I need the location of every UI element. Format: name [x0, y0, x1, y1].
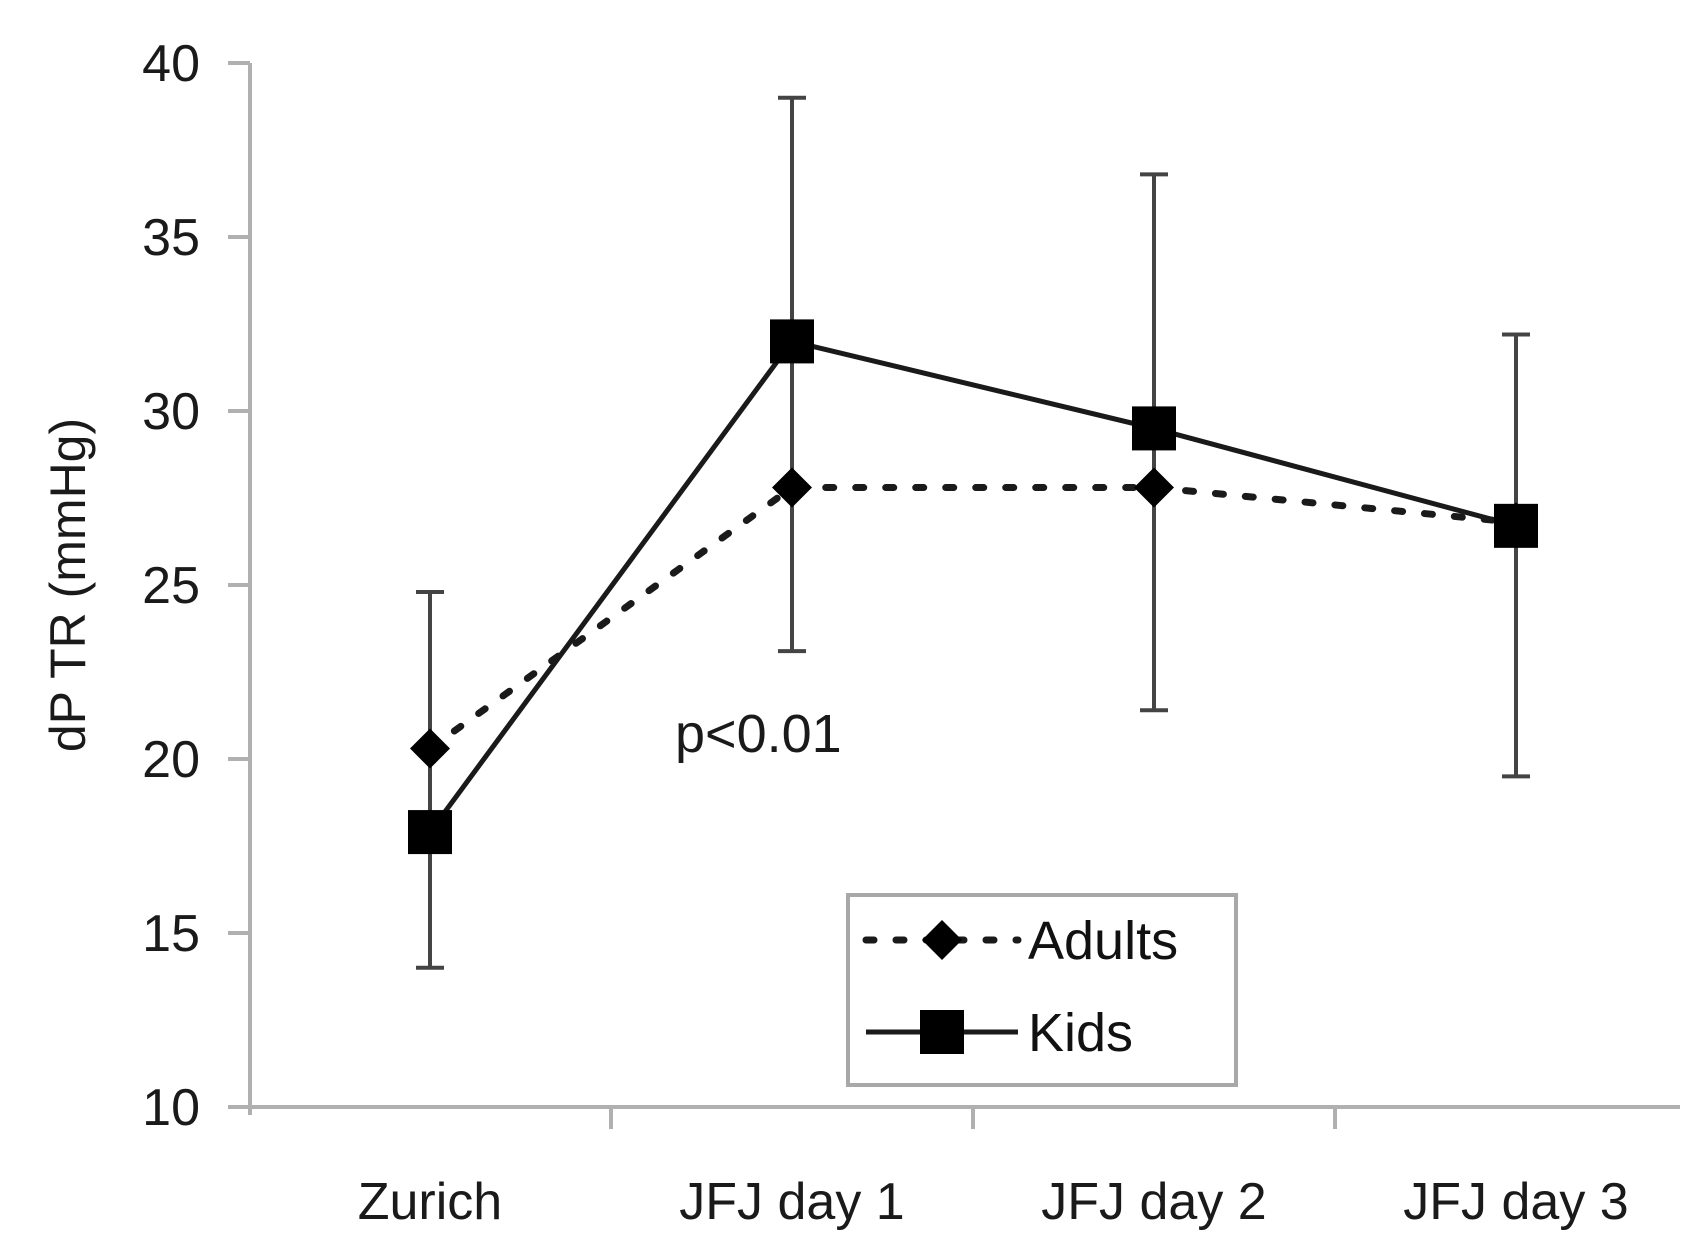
- y-axis-title: dP TR (mmHg): [40, 418, 96, 752]
- data-point-adults: [410, 728, 450, 769]
- data-point-kids: [408, 810, 452, 855]
- y-tick-label: 20: [142, 731, 200, 789]
- legend: Adults Kids: [846, 893, 1238, 1087]
- error-bars: [416, 95, 1530, 970]
- legend-label-kids: Kids: [1028, 1003, 1133, 1063]
- data-point-adults: [772, 467, 812, 508]
- legend-box: [846, 893, 1238, 1087]
- y-tick-label: 25: [142, 557, 200, 615]
- data-point-kids: [1132, 406, 1176, 451]
- y-tick-label: 35: [142, 209, 200, 267]
- data-point-kids: [1494, 503, 1538, 548]
- axes: 10 15 20 25 30 35 40 Zurich JFJ day 1 JFJ day 2 JF…: [40, 35, 1680, 1231]
- legend-marker-kids: [920, 1010, 964, 1054]
- y-tick-label: 15: [142, 905, 200, 963]
- series-lines: [426, 338, 1520, 834]
- data-point-kids: [770, 319, 814, 364]
- series-markers: [408, 319, 1538, 855]
- data-point-adults: [1134, 467, 1174, 508]
- x-tick-label: JFJ day 2: [1041, 1173, 1266, 1231]
- series-line-kids: [427, 338, 1517, 834]
- x-tick-label: JFJ day 3: [1403, 1173, 1628, 1231]
- y-tick-label: 30: [142, 383, 200, 441]
- p-value-annotation: p<0.01: [675, 704, 842, 764]
- y-tick-label: 40: [142, 35, 200, 93]
- x-tick-label: Zurich: [358, 1173, 502, 1231]
- legend-marker-adults: [922, 920, 962, 960]
- x-tick-label: JFJ day 1: [679, 1173, 904, 1231]
- series-line-adults: [426, 484, 1520, 753]
- y-tick-label: 10: [142, 1079, 200, 1137]
- legend-label-adults: Adults: [1028, 911, 1178, 971]
